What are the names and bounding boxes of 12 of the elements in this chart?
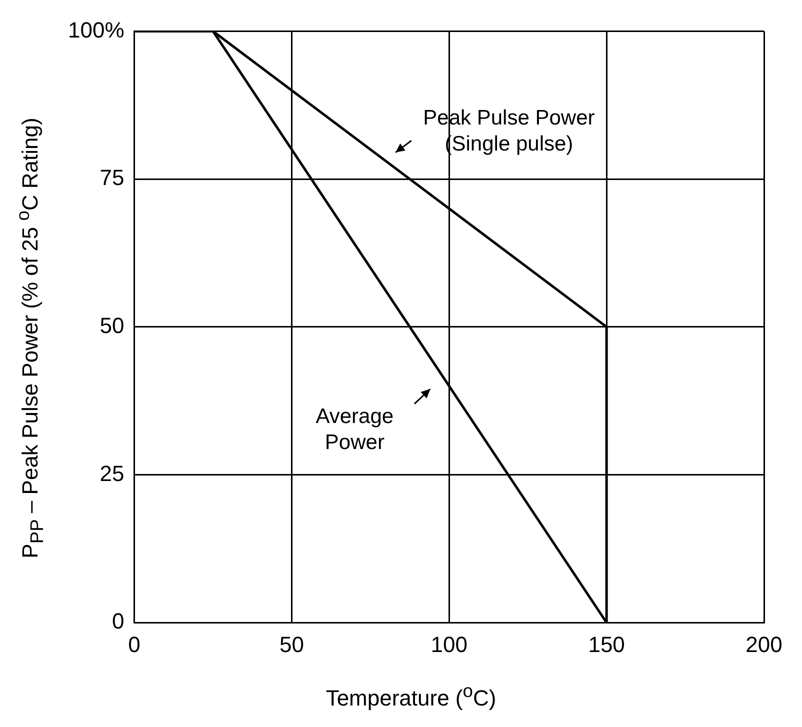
y-tick-label: 50	[100, 312, 124, 338]
y-tick-label: 25	[100, 460, 124, 486]
x-tick-label: 0	[128, 632, 140, 657]
y-tick-label: 100%	[68, 17, 124, 42]
y-tick-label: 75	[100, 165, 124, 190]
x-tick-label: 200	[746, 632, 782, 657]
x-axis-title: Temperature ($^{o}$C)	[324, 680, 498, 711]
x-tick-label: 50	[279, 632, 304, 657]
x-tick-label: 150	[588, 632, 625, 657]
y-tick-label: 0	[112, 608, 124, 634]
x-tick-label: 100	[430, 632, 468, 657]
annotation: Average Power	[316, 405, 394, 454]
